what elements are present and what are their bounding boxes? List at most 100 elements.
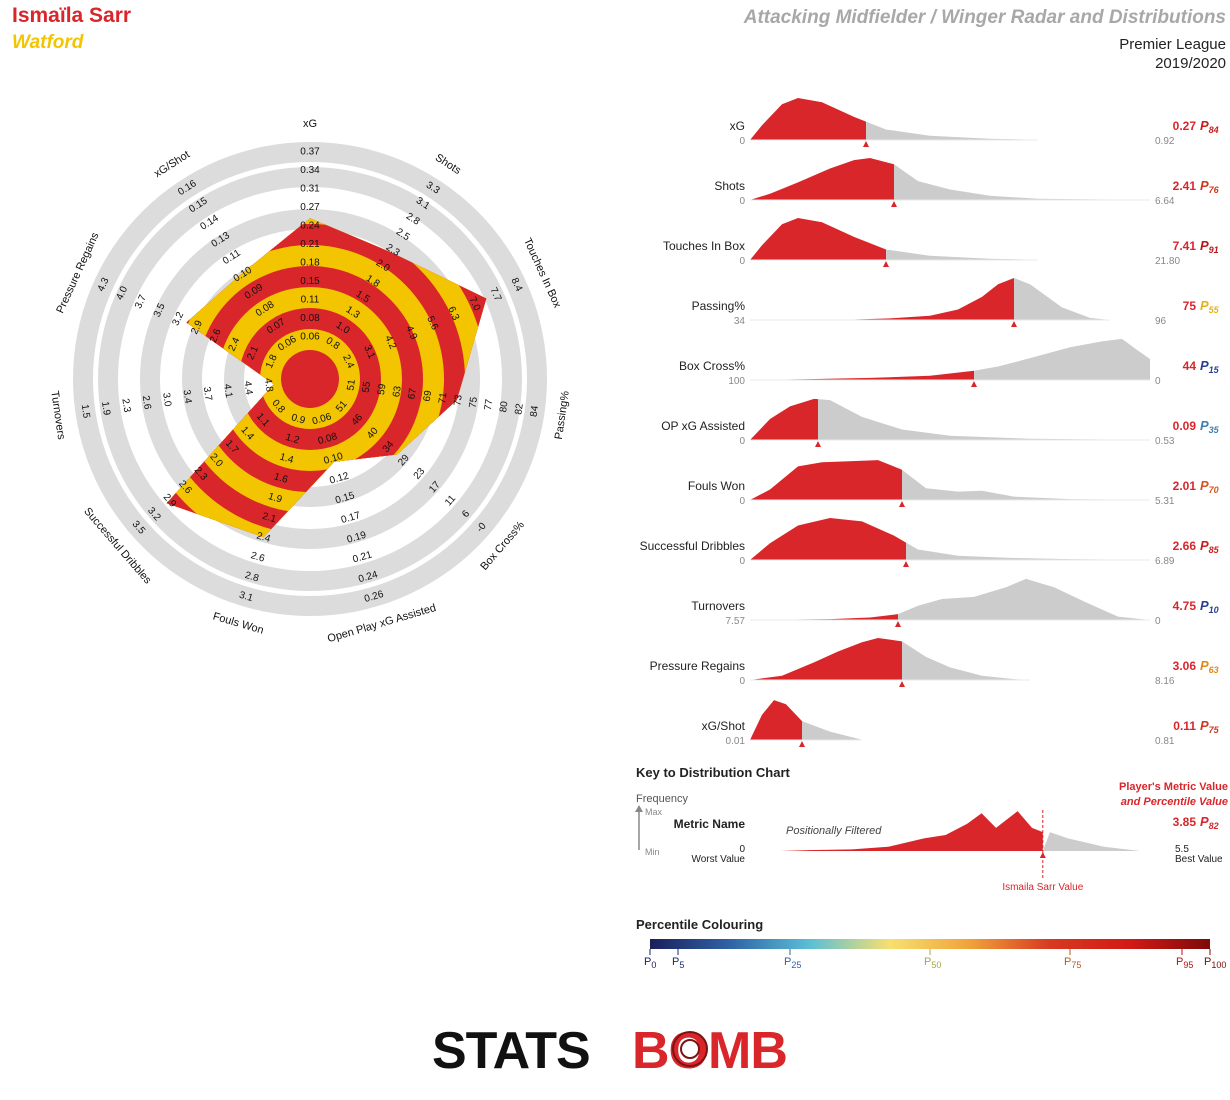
key-freq-arrow	[635, 805, 643, 812]
dist-curve-player	[750, 98, 866, 140]
radar-tick-label: 3.0	[160, 392, 173, 408]
dist-value: 2.66	[1173, 539, 1197, 553]
dist-marker	[899, 681, 905, 687]
radar-tick-label: 0.9	[290, 412, 307, 427]
dist-metric-name: Turnovers	[691, 599, 745, 613]
percentile-tick-value: 25	[791, 960, 801, 970]
percentile-tick-value: 5	[679, 960, 684, 970]
dist-value: 75	[1183, 299, 1197, 313]
radar-tick-label: 4.8	[262, 377, 275, 393]
radar-tick-label: 4.9	[403, 324, 419, 342]
dist-curve-rest	[1014, 278, 1110, 320]
dist-percentile-value: 84	[1209, 125, 1219, 135]
radar-tick-label: 1.9	[267, 491, 284, 506]
radar-tick-label: 4.1	[221, 383, 234, 399]
radar-tick-label: 2.3	[119, 398, 132, 414]
percentile-tick-label: P5	[672, 956, 684, 970]
radar-tick-label: 1.5	[79, 404, 92, 420]
dist-curve-player	[750, 460, 902, 500]
key-best-value: 5.5	[1175, 844, 1189, 855]
dist-curve-player	[750, 278, 1014, 320]
dist-metric-name: Successful Dribbles	[640, 539, 745, 553]
key-marker-label: Ismaila Sarr Value	[1002, 882, 1083, 893]
radar-center	[291, 360, 329, 398]
key-frequency: Frequency	[636, 793, 688, 805]
radar-tick-label: 2.1	[245, 344, 261, 362]
percentile-tick-label: P75	[1064, 956, 1081, 970]
dist-marker	[895, 621, 901, 627]
dist-max-label: 0	[1155, 616, 1161, 627]
dist-percentile: P63	[1200, 658, 1219, 675]
dist-marker	[799, 741, 805, 747]
dist-max-label: 0.53	[1155, 436, 1175, 447]
dist-max-label: 0.92	[1155, 136, 1175, 147]
dist-marker	[899, 501, 905, 507]
dist-marker	[863, 141, 869, 147]
dist-min-label: 0	[739, 196, 745, 207]
percentile-tick-label: P25	[784, 956, 801, 970]
dist-marker	[903, 561, 909, 567]
dist-curve-rest	[898, 578, 1150, 620]
radar-tick-label: 0.24	[357, 569, 379, 585]
radar-tick-label: 0.21	[300, 239, 320, 250]
radar-tick-label: 2.4	[340, 353, 356, 371]
radar-tick-label: 4.3	[96, 276, 112, 294]
radar-tick-label: 1.4	[278, 452, 295, 467]
dist-metric-name: OP xG Assisted	[661, 419, 745, 433]
radar-tick-label: 69	[422, 389, 435, 402]
radar-tick-label: 75	[468, 396, 481, 409]
dist-value: 0.27	[1173, 119, 1197, 133]
dist-curve-player	[750, 614, 898, 620]
percentile-tick-value: 0	[651, 960, 656, 970]
dist-min-label: 0	[739, 676, 745, 687]
dist-max-label: 5.31	[1155, 496, 1175, 507]
dist-max-label: 96	[1155, 316, 1167, 327]
radar-tick-label: 6.3	[445, 305, 461, 323]
dist-curve-player	[750, 398, 818, 440]
dist-min-label: 0	[739, 496, 745, 507]
dist-percentile-value: 91	[1209, 245, 1219, 255]
dist-max-label: 0.81	[1155, 736, 1175, 747]
dist-marker	[815, 441, 821, 447]
dist-marker	[1011, 321, 1017, 327]
radar-tick-label: 8.4	[508, 276, 524, 294]
percentile-tick-value: 50	[931, 960, 941, 970]
percentile-tick-label: P95	[1176, 956, 1193, 970]
dist-percentile-value: 15	[1209, 365, 1220, 375]
dist-value: 44	[1183, 359, 1197, 373]
dist-percentile-value: 85	[1209, 545, 1220, 555]
dist-max-label: 8.16	[1155, 676, 1175, 687]
dist-min-label: 0	[739, 256, 745, 267]
dist-curve-rest	[894, 164, 1150, 200]
radar-tick-label: 2.1	[261, 511, 278, 526]
season-label: 2019/2020	[1155, 55, 1226, 72]
dist-curve-player	[750, 218, 886, 260]
dist-percentile: P35	[1200, 418, 1220, 435]
radar-tick-label: 3.2	[171, 310, 187, 328]
dist-value: 3.06	[1173, 659, 1197, 673]
radar-tick-label: 73	[452, 394, 465, 407]
radar-tick-label: 2.6	[140, 395, 153, 411]
radar-tick-label: 2.9	[189, 318, 205, 336]
radar-tick-label: 0.15	[300, 276, 320, 287]
dist-value: 4.75	[1173, 599, 1197, 613]
logo-target-inner-icon	[680, 1039, 700, 1059]
radar-tick-label: 2.4	[255, 531, 272, 546]
radar-axis-label: xG/Shot	[152, 149, 192, 181]
dist-metric-name: xG/Shot	[702, 719, 746, 733]
radar-tick-label: 4.2	[382, 334, 398, 352]
percentile-tick-value: 100	[1211, 960, 1226, 970]
dist-percentile-value: 55	[1209, 305, 1220, 315]
radar-tick-label: 59	[376, 383, 389, 396]
key-best-label: Best Value	[1175, 854, 1223, 865]
logo-text-bomb: BOMB	[632, 1022, 787, 1080]
dist-percentile: P85	[1200, 538, 1220, 555]
radar-axis-label: Passing%	[553, 390, 572, 440]
dist-metric-name: Fouls Won	[688, 479, 745, 493]
radar-axis-label: Fouls Won	[211, 610, 265, 636]
radar-tick-label: 7.0	[466, 295, 482, 313]
radar-tick-label: 2.6	[249, 550, 266, 565]
dist-value: 7.41	[1173, 239, 1197, 253]
dist-value: 2.41	[1173, 179, 1197, 193]
dist-curve-player	[750, 158, 894, 200]
